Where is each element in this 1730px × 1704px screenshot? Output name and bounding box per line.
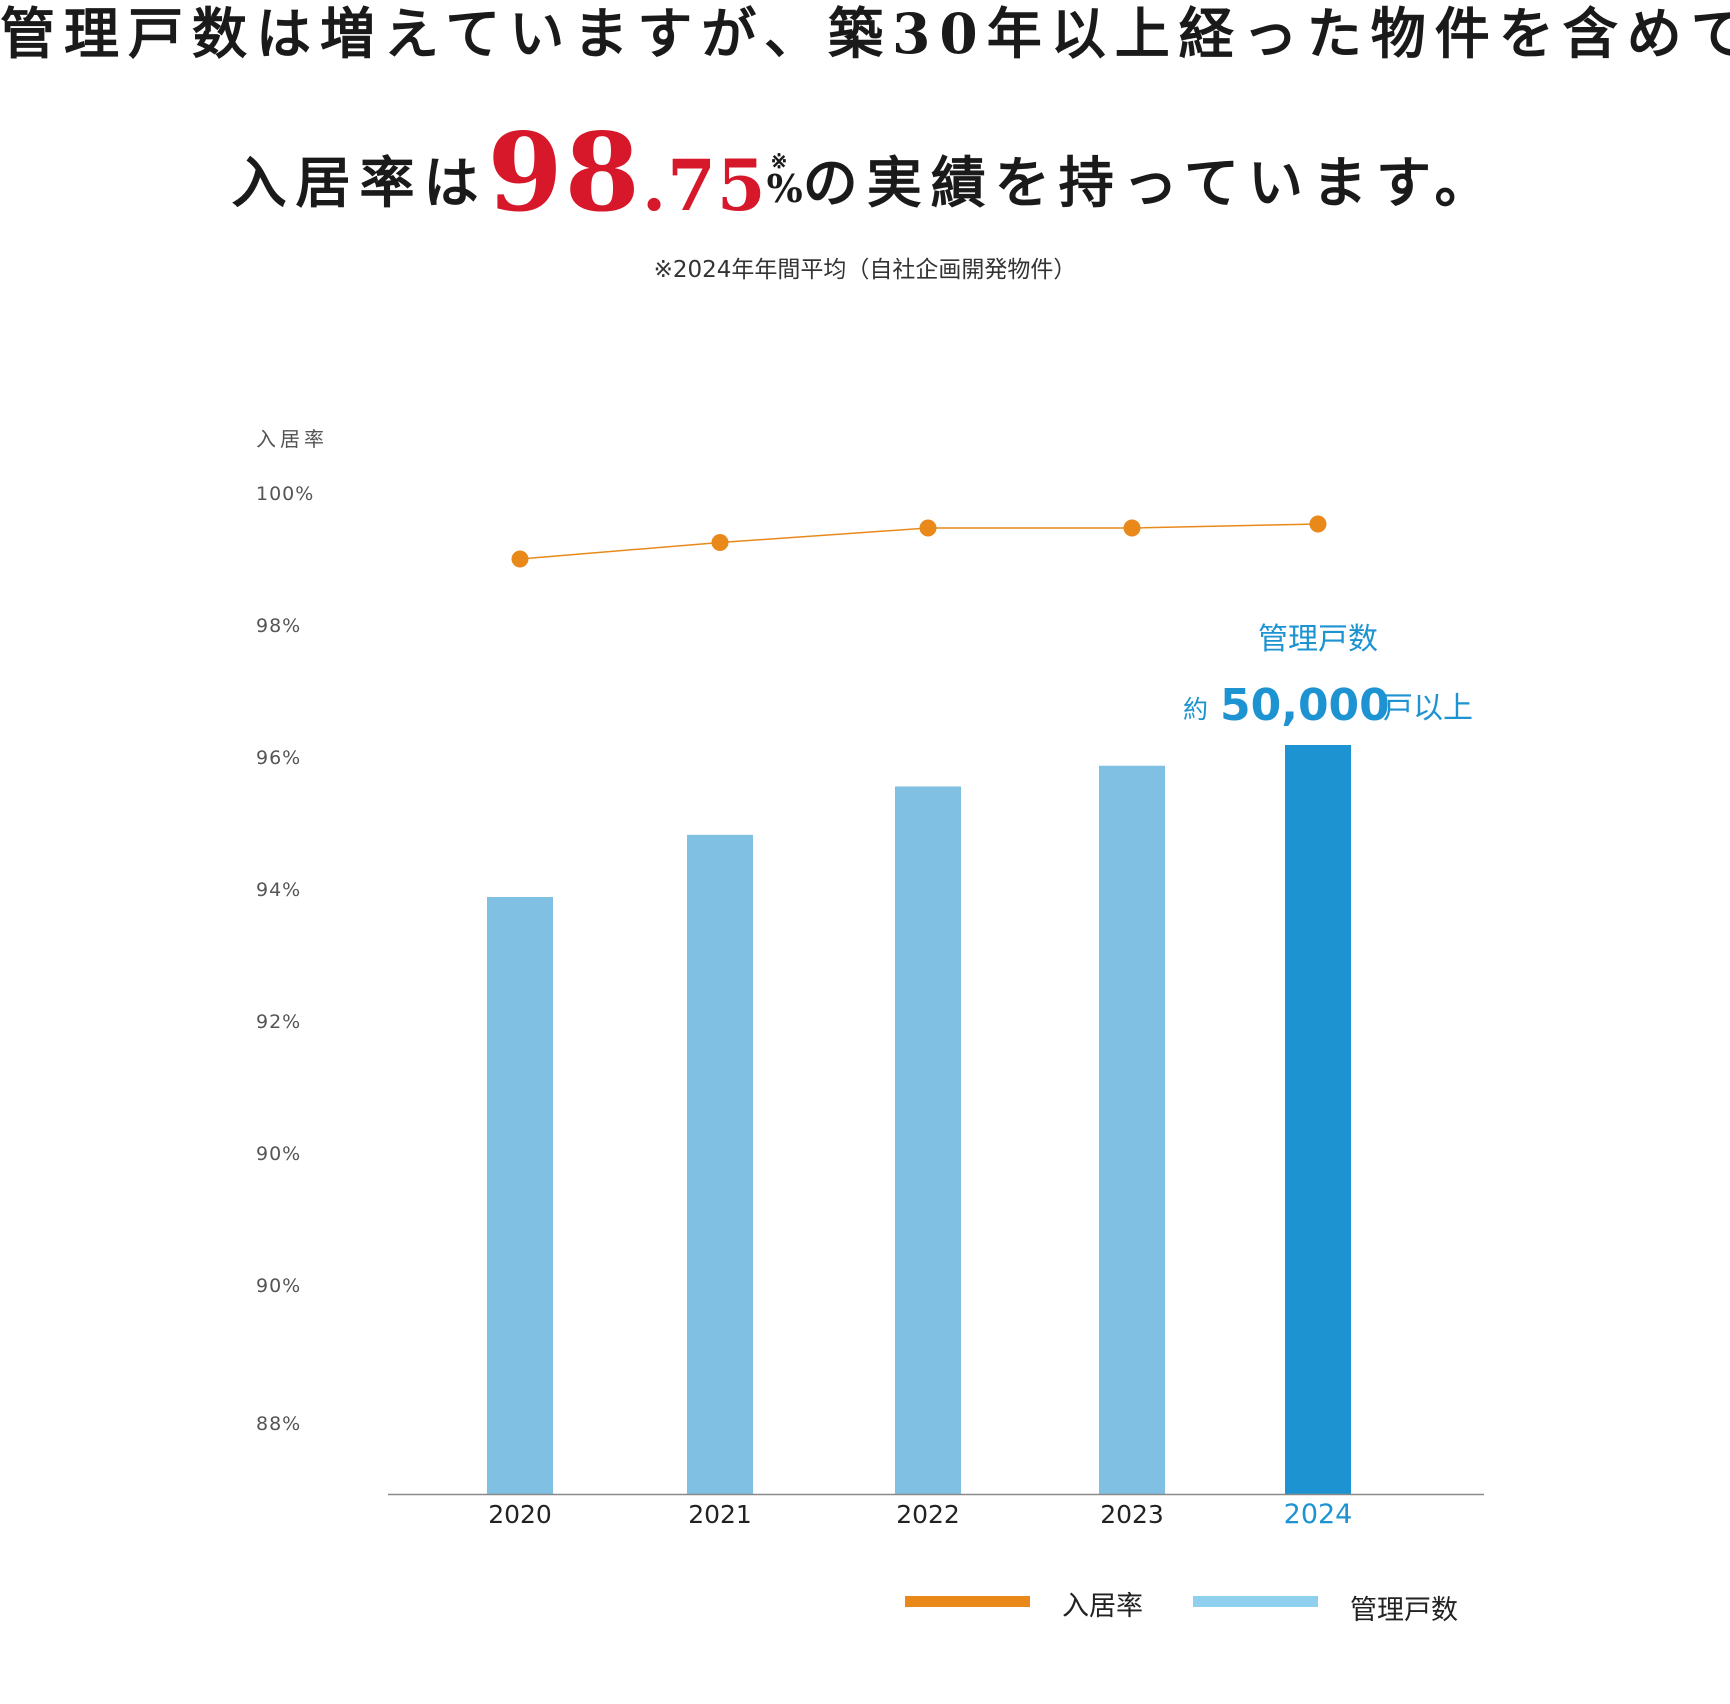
y-tick-label: 94% xyxy=(256,879,301,901)
occupancy-rate-decimal: .75 xyxy=(641,144,767,227)
legend-line-occupancy xyxy=(905,1596,1030,1607)
headline-prefix: 入居率は xyxy=(231,150,488,215)
occupancy-rate-unit: % xyxy=(766,166,803,211)
y-tick-label: 96% xyxy=(256,747,301,769)
y-tick-label: 88% xyxy=(256,1413,301,1435)
occupancy-rate-value: 98.75 xyxy=(488,110,767,236)
headline-line-2: 入居率は98.75 ※ %の実績を持っています。 xyxy=(0,118,1730,244)
occupancy-point-2021 xyxy=(711,534,729,551)
x-tick-label: 2023 xyxy=(1100,1500,1164,1529)
occupancy-point-2024 xyxy=(1309,515,1327,533)
annotation-value: 50,000 xyxy=(1220,680,1390,731)
occupancy-point-2022 xyxy=(919,519,937,537)
occupancy-and-units-chart: 入居率 100% 98% 96% 94% 92% 90% 90% 88% 2020 2021 2022… xyxy=(256,427,1484,1530)
occupancy-point-2023 xyxy=(1123,519,1141,537)
annotation-prefix: 約 xyxy=(1183,695,1208,724)
bar-units-2024 xyxy=(1285,745,1351,1494)
y-tick-label: 90% xyxy=(256,1275,301,1297)
x-tick-label: 2024 xyxy=(1284,1499,1353,1530)
y-axis-title: 入居率 xyxy=(256,427,328,451)
y-tick-label: 100% xyxy=(256,483,314,505)
headline-suffix: の実績を持っています。 xyxy=(802,150,1499,215)
bar-units-2023 xyxy=(1099,765,1165,1494)
bar-units-2022 xyxy=(895,786,961,1494)
legend-label-occupancy: 入居率 xyxy=(1062,1591,1143,1622)
y-tick-label: 98% xyxy=(256,615,301,637)
annotation-title: 管理戸数 xyxy=(1258,622,1378,657)
occupancy-rate-integer: 98 xyxy=(487,110,642,236)
x-tick-label: 2021 xyxy=(688,1500,752,1529)
bar-units-2020 xyxy=(487,897,553,1494)
occupancy-rate-unit-wrap: ※% xyxy=(767,134,803,244)
occupancy-point-2020 xyxy=(511,550,529,568)
footnote-text: ※2024年年間平均（自社企画開発物件） xyxy=(653,257,1077,283)
occupancy-line xyxy=(519,523,1319,560)
legend-line-units xyxy=(1193,1596,1318,1607)
y-tick-label: 90% xyxy=(256,1143,301,1165)
annotation-suffix: 戸以上 xyxy=(1383,691,1473,726)
x-tick-label: 2022 xyxy=(896,1500,960,1529)
x-tick-label: 2020 xyxy=(488,1500,552,1529)
y-tick-label: 92% xyxy=(256,1011,301,1033)
legend-label-units: 管理戸数 xyxy=(1350,1595,1458,1626)
bar-units-2021 xyxy=(687,834,753,1494)
footnote-mark: ※ xyxy=(770,149,788,173)
headline-line-1: 管理戸数は増えていますが、築30年以上経った物件を含めて xyxy=(0,1,1730,66)
